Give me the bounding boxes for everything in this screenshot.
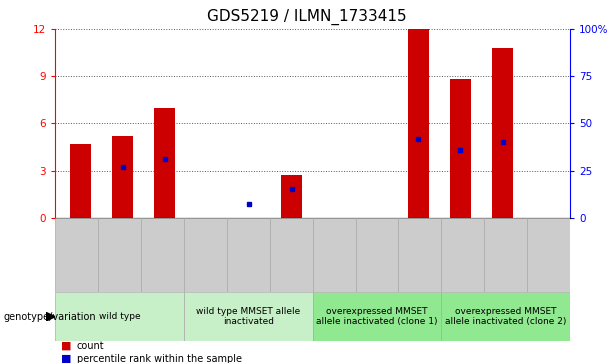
Bar: [112, 136, 133, 218]
Text: overexpressed MMSET
allele inactivated (clone 2): overexpressed MMSET allele inactivated (…: [445, 307, 566, 326]
Polygon shape: [46, 312, 55, 321]
Bar: [408, 29, 428, 218]
Bar: [184, 292, 313, 341]
Text: wild type MMSET allele
inactivated: wild type MMSET allele inactivated: [196, 307, 300, 326]
Bar: [313, 218, 356, 292]
Bar: [484, 218, 527, 292]
Bar: [398, 218, 441, 292]
Bar: [441, 292, 570, 341]
Bar: [55, 292, 184, 341]
Text: percentile rank within the sample: percentile rank within the sample: [77, 354, 242, 363]
Bar: [492, 48, 513, 218]
Bar: [184, 218, 227, 292]
Text: ■: ■: [61, 340, 72, 351]
Bar: [154, 108, 175, 218]
Bar: [55, 218, 98, 292]
Bar: [141, 218, 184, 292]
Text: genotype/variation: genotype/variation: [3, 312, 96, 322]
Bar: [281, 175, 302, 218]
Text: overexpressed MMSET
allele inactivated (clone 1): overexpressed MMSET allele inactivated (…: [316, 307, 438, 326]
Bar: [527, 218, 570, 292]
Bar: [227, 218, 270, 292]
Text: wild type: wild type: [99, 312, 140, 321]
Bar: [70, 144, 91, 218]
Bar: [441, 218, 484, 292]
Text: count: count: [77, 340, 104, 351]
Text: GDS5219 / ILMN_1733415: GDS5219 / ILMN_1733415: [207, 9, 406, 25]
Bar: [313, 292, 441, 341]
Bar: [356, 218, 398, 292]
Bar: [450, 79, 471, 218]
Bar: [270, 218, 313, 292]
Text: ■: ■: [61, 354, 72, 363]
Bar: [98, 218, 141, 292]
